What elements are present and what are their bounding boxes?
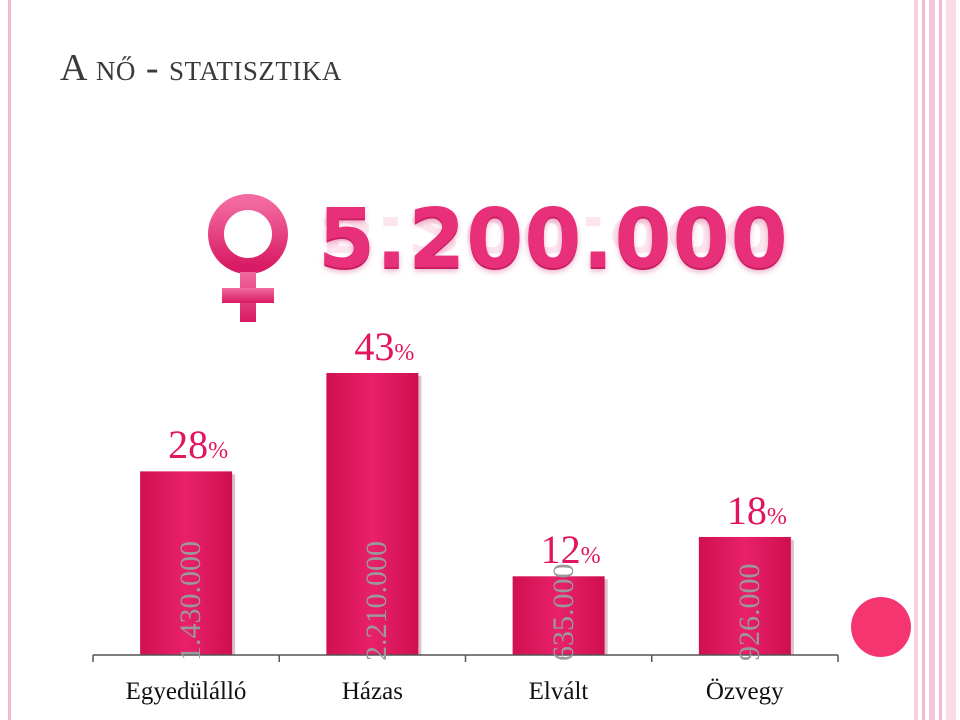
- count-label: 926.000: [732, 563, 766, 662]
- count-label: 635.000: [546, 563, 580, 662]
- category-label: Özvegy: [705, 678, 784, 705]
- percent-label: 28%: [168, 425, 228, 465]
- right-stripes: [914, 0, 960, 720]
- page-title: A nő - statisztika: [60, 47, 342, 89]
- percent-unit: %: [580, 543, 601, 570]
- percent-label: 18%: [726, 487, 787, 533]
- percent-value: 18: [726, 487, 767, 533]
- count-label: 1.430.000: [174, 541, 208, 661]
- percent-unit: %: [766, 503, 787, 530]
- bar-2: [512, 576, 605, 655]
- bar-3: [698, 536, 791, 655]
- category-label: Egyedülálló: [125, 678, 247, 705]
- percent-value: 43: [354, 324, 395, 369]
- bar-1: [326, 373, 419, 655]
- bar-0: [140, 471, 233, 655]
- percent-unit: %: [394, 340, 415, 366]
- total-count: 5.200.000: [318, 192, 789, 287]
- decorative-circle: [851, 597, 911, 657]
- percent-label: 12%: [541, 530, 601, 570]
- count-label: 2.210.000: [360, 541, 394, 661]
- percent-label: 43%: [354, 327, 414, 367]
- percent-value: 12: [540, 527, 581, 573]
- female-symbol-icon: [208, 194, 288, 322]
- percent-value: 28: [168, 422, 209, 468]
- category-label: Elvált: [528, 678, 589, 705]
- percent-unit: %: [208, 438, 229, 465]
- category-label: Házas: [341, 678, 403, 705]
- left-border: [8, 0, 11, 720]
